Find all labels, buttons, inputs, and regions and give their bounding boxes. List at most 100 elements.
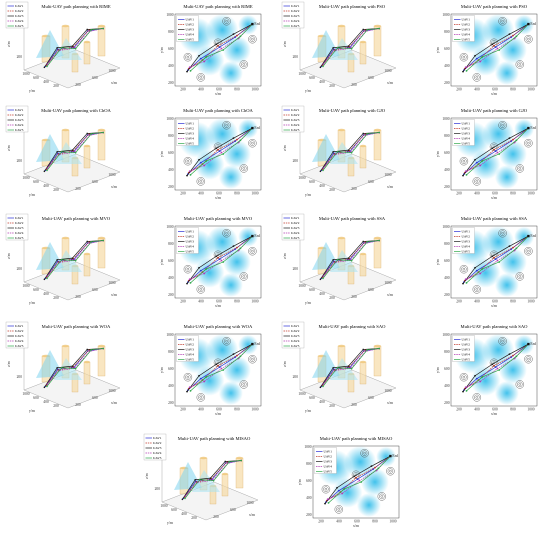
obstacle-cylinder	[97, 129, 106, 161]
obstacle-ring	[459, 265, 469, 274]
waypoint-UAV4	[479, 60, 482, 63]
obstacle-ring	[198, 286, 204, 293]
subplot-svg: Multi-UAV path planning with MISAO End 100…	[298, 436, 400, 528]
waypoint-UAV5	[239, 355, 242, 358]
y-tick-label: 800	[444, 242, 450, 246]
y-tick-label: 1000	[22, 176, 29, 180]
obstacle-ring	[501, 20, 504, 23]
end-marker	[251, 342, 254, 346]
waypoint-UAV4	[188, 66, 191, 69]
legend-label: UAV5	[324, 470, 333, 474]
waypoint-UAV3	[209, 477, 212, 479]
y-tick-label: 600	[444, 367, 450, 371]
x-tick-label: 400	[474, 88, 480, 92]
x-tick-label: 600	[492, 300, 498, 304]
waypoint-UAV1	[494, 46, 497, 49]
y-tick-label: 200	[329, 404, 335, 408]
waypoint-UAV3	[332, 366, 334, 369]
legend-label: UAV1	[291, 324, 300, 328]
obstacle-ring	[498, 229, 507, 238]
legend-label: UAV1	[291, 108, 300, 112]
x-axis-label: x/m	[387, 185, 393, 189]
waypoint-UAV2	[236, 354, 238, 357]
obstacle-ring	[185, 158, 191, 164]
waypoint-UAV5	[378, 347, 380, 350]
obstacle-ring	[377, 492, 386, 501]
legend-label: UAV1	[186, 338, 195, 342]
subplot-title: Multi-UAV path planning with SSA	[319, 216, 386, 221]
waypoint-UAV4	[46, 167, 49, 170]
y-tick-label: 200	[53, 404, 59, 408]
x-tick-label: 800	[510, 88, 516, 92]
obstacle-top	[338, 344, 345, 348]
legend-label: UAV2	[291, 9, 300, 13]
x-tick-label: 600	[368, 288, 374, 292]
x-tick-label: 600	[216, 300, 222, 304]
obstacle-cylinder	[373, 237, 382, 269]
legend-label: UAV2	[15, 329, 24, 333]
obstacle-top	[98, 344, 105, 348]
waypoint-UAV5	[212, 479, 215, 482]
waypoint-UAV4	[46, 63, 49, 66]
obstacle-ring	[389, 470, 392, 473]
waypoint-UAV5	[46, 385, 48, 388]
subplot-svg: Multi-UAV path planning with MVO 1000 200 z…	[5, 213, 121, 305]
y-tick-label: 800	[306, 462, 312, 466]
y-tick-label: 400	[181, 512, 187, 516]
end-label: End	[530, 126, 536, 130]
threat-zone	[238, 118, 259, 139]
obstacle-ring	[386, 467, 395, 476]
y-tick-label: 400	[168, 168, 174, 172]
threat-zone	[470, 365, 501, 396]
obstacle-ring	[363, 452, 366, 455]
x-tick-label: 200	[456, 300, 462, 304]
obstacle-ring	[461, 266, 467, 272]
legend-label: UAV1	[15, 4, 24, 8]
waypoint-UAV5	[360, 481, 363, 483]
waypoint-UAV5	[74, 367, 77, 370]
legend-box	[452, 15, 475, 42]
waypoint-UAV2	[512, 354, 514, 357]
waypoint-UAV3	[198, 54, 200, 57]
y-tick-label: 600	[168, 259, 174, 263]
legend-label: UAV4	[291, 339, 300, 343]
obstacle-ring	[249, 140, 256, 146]
waypoint-UAV3	[319, 66, 322, 69]
obstacle-top	[62, 24, 69, 28]
waypoint-UAV5	[240, 459, 242, 462]
obstacle-ring	[475, 180, 478, 183]
legend-label: UAV1	[186, 122, 195, 126]
subplot-svg: Multi-UAV path planning with SAO End 1000 8…	[436, 324, 538, 416]
waypoint-UAV5	[90, 241, 93, 243]
threat-zone	[238, 226, 259, 247]
x-tick-label: 1000	[251, 408, 258, 412]
obstacle-ring	[198, 74, 204, 81]
x-tick-label: 600	[216, 88, 222, 92]
obstacle-ring	[222, 17, 231, 26]
y-tick-label: 800	[444, 134, 450, 138]
x-axis-label: x/m	[491, 412, 497, 416]
waypoint-UAV1	[199, 57, 202, 60]
threat-zone	[470, 257, 501, 288]
path-line-UAV4	[47, 240, 104, 277]
legend-label: UAV3	[462, 240, 471, 244]
legend-label: UAV5	[462, 358, 471, 362]
obstacle-top	[374, 236, 381, 240]
waypoint-UAV5	[465, 389, 468, 392]
obstacle-cylinder	[83, 41, 91, 65]
waypoint-UAV5	[322, 169, 324, 172]
threat-zone	[238, 334, 259, 355]
x-tick-label: 200	[180, 192, 186, 196]
x-axis-label: x/m	[387, 81, 393, 85]
end-label: End	[392, 454, 398, 458]
x-axis-label: x/m	[387, 293, 393, 297]
z-tick-label: 200	[293, 55, 299, 59]
waypoint-UAV4	[464, 66, 467, 69]
obstacle-ring	[474, 286, 480, 293]
waypoint-UAV3	[362, 348, 364, 351]
end-label: End	[530, 22, 536, 26]
x-axis-label: x/m	[387, 401, 393, 405]
obstacle-top	[62, 128, 69, 132]
obstacle-ring	[499, 338, 506, 344]
waypoint-UAV3	[86, 132, 88, 135]
